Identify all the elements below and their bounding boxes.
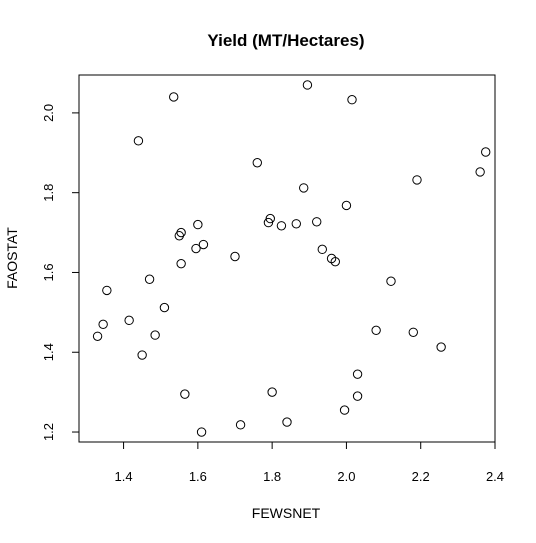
data-point <box>175 232 183 240</box>
data-point <box>277 222 285 230</box>
y-tick-label: 1.4 <box>41 343 56 361</box>
data-points <box>93 81 490 436</box>
x-tick-label: 1.4 <box>115 469 133 484</box>
data-point <box>353 370 361 378</box>
y-tick-label: 1.8 <box>41 184 56 202</box>
data-point <box>413 176 421 184</box>
y-tick-label: 1.6 <box>41 263 56 281</box>
x-tick-label: 2.4 <box>486 469 504 484</box>
plot-frame <box>79 75 495 442</box>
data-point <box>199 240 207 248</box>
data-point <box>409 328 417 336</box>
data-point <box>372 326 380 334</box>
y-axis: 1.2 1.4 1.6 1.8 2.0 <box>41 104 79 441</box>
data-point <box>313 218 321 226</box>
data-point <box>194 220 202 228</box>
data-point <box>387 277 395 285</box>
data-point <box>476 168 484 176</box>
data-point <box>181 390 189 398</box>
data-point <box>292 220 300 228</box>
data-point <box>437 343 445 351</box>
data-point <box>353 392 361 400</box>
data-point <box>103 286 111 294</box>
data-point <box>177 259 185 267</box>
data-point <box>253 159 261 167</box>
y-tick-label: 2.0 <box>41 104 56 122</box>
data-point <box>231 252 239 260</box>
data-point <box>318 245 326 253</box>
x-tick-label: 1.6 <box>189 469 207 484</box>
data-point <box>170 93 178 101</box>
x-axis-label: FEWSNET <box>252 505 321 521</box>
x-tick-label: 1.8 <box>263 469 281 484</box>
data-point <box>134 137 142 145</box>
x-axis: 1.4 1.6 1.8 2.0 2.2 2.4 <box>115 442 505 484</box>
data-point <box>268 388 276 396</box>
data-point <box>125 316 133 324</box>
data-point <box>99 320 107 328</box>
x-tick-label: 2.2 <box>412 469 430 484</box>
data-point <box>138 351 146 359</box>
data-point <box>342 201 350 209</box>
y-tick-label: 1.2 <box>41 423 56 441</box>
data-point <box>177 228 185 236</box>
x-tick-label: 2.0 <box>337 469 355 484</box>
data-point <box>482 148 490 156</box>
data-point <box>160 303 168 311</box>
data-point <box>300 184 308 192</box>
y-axis-label: FAOSTAT <box>4 227 20 289</box>
data-point <box>145 275 153 283</box>
data-point <box>236 421 244 429</box>
data-point <box>93 332 101 340</box>
data-point <box>283 418 291 426</box>
data-point <box>151 331 159 339</box>
data-point <box>303 81 311 89</box>
chart-title: Yield (MT/Hectares) <box>207 31 364 50</box>
data-point <box>348 96 356 104</box>
data-point <box>197 428 205 436</box>
data-point <box>340 406 348 414</box>
